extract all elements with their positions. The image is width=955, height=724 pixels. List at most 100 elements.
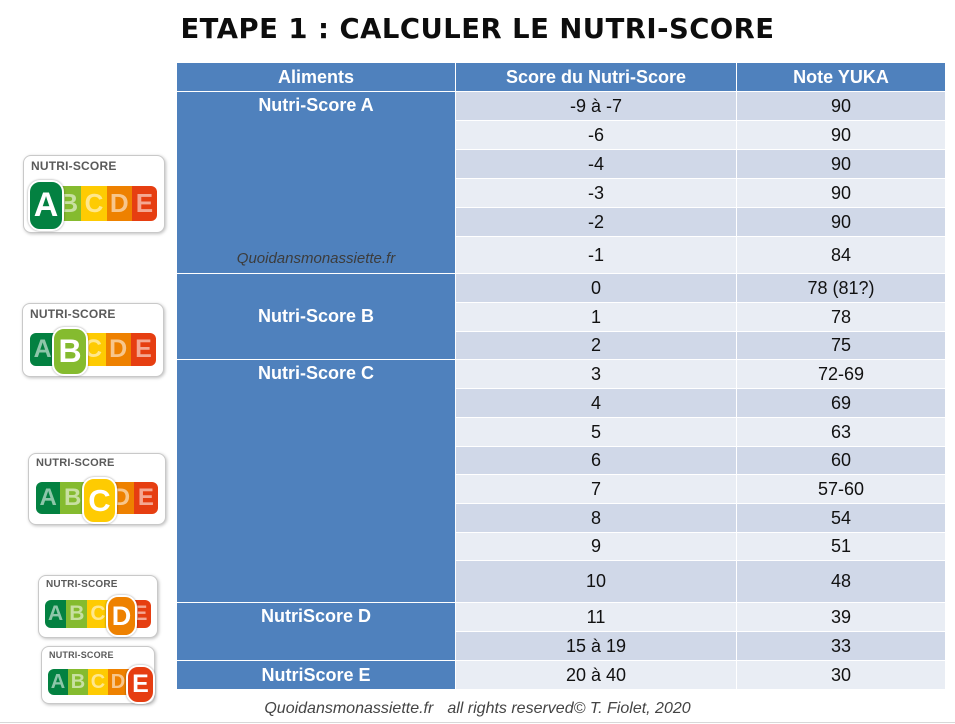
score-cell: -6 <box>455 120 737 150</box>
score-cell: 10 <box>455 560 737 603</box>
yuka-cell: 84 <box>736 236 946 274</box>
yuka-cell: 90 <box>736 207 946 237</box>
yuka-cell: 63 <box>736 417 946 447</box>
nutri-score-a-logo: NUTRI-SCOREABCDEA <box>23 155 165 233</box>
score-cell: 11 <box>455 602 737 632</box>
nutri-score-segment-d: D <box>105 333 131 366</box>
nutri-score-c-logo: NUTRI-SCOREABCDEC <box>28 453 166 525</box>
table-row: -2 90 <box>177 207 946 237</box>
nutri-score-table: Aliments Score du Nutri-Score Note YUKA … <box>176 62 946 690</box>
table-row: Nutri-Score A Quoidansmonassiette.fr -9 … <box>176 91 946 274</box>
table-row: 7 57-60 <box>177 474 946 504</box>
group-nutri-score-b: Nutri-Score B <box>176 273 456 360</box>
nutri-score-segment-b: B <box>66 600 88 628</box>
table-row: NutriScore E 20 à 40 30 <box>176 660 946 690</box>
yuka-cell: 69 <box>736 388 946 418</box>
table-row: 8 54 <box>177 503 946 533</box>
table-row: 2 75 <box>177 331 946 360</box>
yuka-cell: 90 <box>736 149 946 179</box>
table-row: -6 90 <box>177 120 946 150</box>
bottom-divider <box>0 722 955 723</box>
group-label: Nutri-Score A <box>258 95 374 115</box>
footer-site: Quoidansmonassiette.fr <box>264 700 434 717</box>
table-header-row: Aliments Score du Nutri-Score Note YUKA <box>176 62 946 92</box>
nutri-score-label: NUTRI-SCORE <box>31 159 117 173</box>
score-cell: 9 <box>455 532 737 561</box>
nutri-score-segment-c: C <box>81 186 107 221</box>
table-row: 6 60 <box>177 446 946 475</box>
score-cell: 7 <box>455 474 737 504</box>
score-cell: -2 <box>455 207 737 237</box>
score-cell: -9 à -7 <box>455 91 737 121</box>
nutri-score-segment-d: D <box>106 186 132 221</box>
header-score: Score du Nutri-Score <box>455 62 737 92</box>
yuka-cell: 60 <box>736 446 946 475</box>
nutri-score-highlight-a: A <box>28 180 64 231</box>
table-row: 15 à 19 33 <box>177 631 946 661</box>
nutri-score-segment-b: B <box>68 669 88 695</box>
footer-credit: Quoidansmonassiette.fr all rights reserve… <box>0 700 955 718</box>
score-cell: 15 à 19 <box>455 631 737 661</box>
header-yuka: Note YUKA <box>736 62 946 92</box>
group-nutri-score-a: Nutri-Score A Quoidansmonassiette.fr <box>176 91 456 274</box>
table-row: NutriScore D 11 39 <box>176 602 946 661</box>
table-row: Nutri-Score C 3 72-69 <box>176 359 946 603</box>
nutri-score-segment-e: E <box>133 482 159 514</box>
score-cell: -3 <box>455 178 737 208</box>
yuka-cell: 33 <box>736 631 946 661</box>
nutri-score-segment-e: E <box>130 333 157 366</box>
yuka-cell: 78 (81?) <box>736 273 946 303</box>
yuka-cell: 51 <box>736 532 946 561</box>
nutri-score-e-logo: NUTRI-SCOREABCDEE <box>41 646 155 704</box>
group-nutri-score-c: Nutri-Score C <box>176 359 456 603</box>
nutri-score-highlight-e: E <box>126 665 155 704</box>
nutri-score-segment-d: D <box>108 669 128 695</box>
nutri-score-label: NUTRI-SCORE <box>30 307 116 321</box>
nutri-score-segment-c: C <box>88 669 108 695</box>
table-row: 5 63 <box>177 417 946 447</box>
table-row: 10 48 <box>177 560 946 603</box>
yuka-cell: 39 <box>736 602 946 632</box>
nutri-score-label: NUTRI-SCORE <box>49 650 114 660</box>
nutri-score-highlight-d: D <box>106 595 137 637</box>
yuka-cell: 30 <box>736 660 946 690</box>
score-cell: -1 <box>455 236 737 274</box>
nutri-score-label: NUTRI-SCORE <box>46 579 118 590</box>
score-cell: 2 <box>455 331 737 360</box>
nutri-score-segment-a: A <box>36 482 61 514</box>
nutri-score-segment-b: B <box>60 482 85 514</box>
group-nutri-score-e: NutriScore E <box>176 660 456 690</box>
watermark-text: Quoidansmonassiette.fr <box>236 250 396 267</box>
score-cell: 6 <box>455 446 737 475</box>
score-cell: 3 <box>455 359 737 389</box>
table-row: Nutri-Score B 0 78 (81?) <box>176 273 946 360</box>
score-cell: 8 <box>455 503 737 533</box>
group-nutri-score-d: NutriScore D <box>176 602 456 661</box>
score-cell: 1 <box>455 302 737 332</box>
score-cell: 20 à 40 <box>455 660 737 690</box>
nutri-score-segment-c: C <box>87 600 109 628</box>
yuka-cell: 90 <box>736 91 946 121</box>
table-row: 4 69 <box>177 388 946 418</box>
nutri-score-d-logo: NUTRI-SCOREABCDED <box>38 575 158 638</box>
yuka-cell: 90 <box>736 120 946 150</box>
page-title: ETAPE 1 : CALCULER LE NUTRI-SCORE <box>180 12 775 45</box>
table-row: -1 84 <box>177 236 946 274</box>
score-cell: -4 <box>455 149 737 179</box>
nutri-score-highlight-c: C <box>82 477 117 524</box>
footer-rights: all rights reserved© T. Fiolet, 2020 <box>447 700 691 717</box>
yuka-cell: 48 <box>736 560 946 603</box>
yuka-cell: 72-69 <box>736 359 946 389</box>
yuka-cell: 57-60 <box>736 474 946 504</box>
nutri-score-segment-a: A <box>48 669 68 695</box>
header-aliments: Aliments <box>176 62 456 92</box>
table-row: -3 90 <box>177 178 946 208</box>
nutri-score-segment-a: A <box>45 600 67 628</box>
score-cell: 4 <box>455 388 737 418</box>
yuka-cell: 90 <box>736 178 946 208</box>
nutri-score-highlight-b: B <box>52 327 88 376</box>
nutri-score-segment-a: A <box>30 333 56 366</box>
table-row: 9 51 <box>177 532 946 561</box>
score-cell: 0 <box>455 273 737 303</box>
